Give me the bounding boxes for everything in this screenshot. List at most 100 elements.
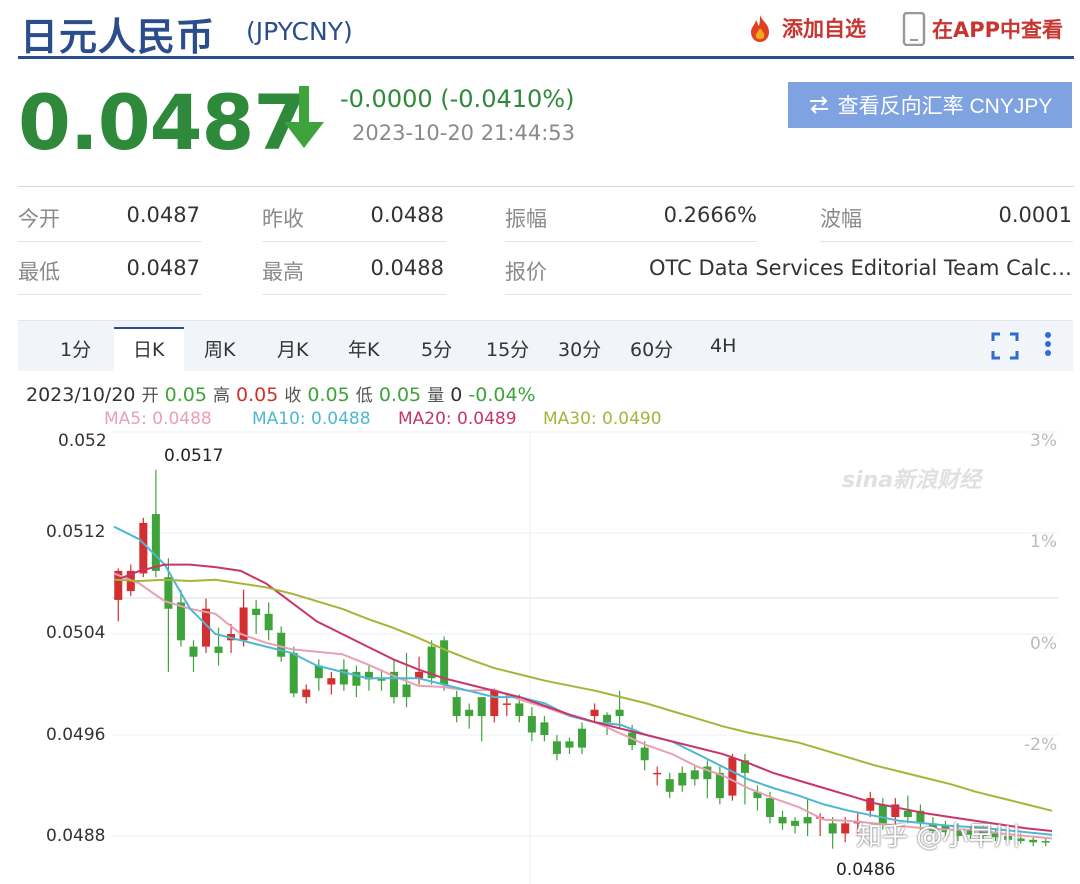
candle xyxy=(577,722,587,754)
tab-5min[interactable]: 5分 xyxy=(421,339,453,361)
candle xyxy=(239,589,248,647)
candle xyxy=(991,828,1000,842)
stat-value-open: 0.0487 xyxy=(126,203,200,227)
tab-weekly[interactable]: 周K xyxy=(204,339,236,361)
candle xyxy=(715,766,724,805)
candle xyxy=(465,703,474,729)
stat-value-prev-close: 0.0488 xyxy=(370,203,444,227)
candle xyxy=(377,669,386,691)
info-close-value: 0.05 xyxy=(307,384,350,406)
candle xyxy=(778,810,787,830)
pct-tick-label: 3% xyxy=(1030,431,1057,451)
open-app-button[interactable]: 在APP中查看 xyxy=(902,12,1063,46)
current-price: 0.0487 xyxy=(18,78,306,167)
stat-divider xyxy=(262,294,446,295)
stat-value-range: 0.0001 xyxy=(998,203,1072,227)
ma30-line xyxy=(113,578,1053,812)
fullscreen-icon[interactable] xyxy=(990,331,1020,361)
info-volume-value: 0 xyxy=(450,384,463,406)
info-open-key: 开 xyxy=(141,386,159,406)
stat-value-low: 0.0487 xyxy=(126,256,200,280)
reverse-rate-button[interactable]: 查看反向汇率 CNYJPY xyxy=(788,82,1072,128)
pct-tick-label: 0% xyxy=(1030,634,1057,654)
candle xyxy=(690,766,699,786)
candle xyxy=(866,791,875,818)
candle xyxy=(277,626,286,662)
fire-icon xyxy=(751,15,769,42)
stat-divider xyxy=(18,241,202,242)
sina-watermark: sina新浪财经 xyxy=(842,468,982,493)
tab-15min[interactable]: 15分 xyxy=(486,339,530,361)
candle xyxy=(477,697,486,742)
high-marker-label: 0.0517 xyxy=(164,446,224,466)
y-tick-label: 0.0504 xyxy=(46,623,106,643)
tab-monthly[interactable]: 月K xyxy=(277,339,309,361)
ma30-label: MA30: 0.0490 xyxy=(543,409,662,429)
candle xyxy=(653,766,662,786)
candle xyxy=(502,694,511,717)
zhihu-watermark: 知乎 @小早川 xyxy=(856,822,1021,852)
candle xyxy=(164,558,173,672)
candle xyxy=(565,737,574,754)
tab-4h[interactable]: 4H xyxy=(710,335,737,357)
candle xyxy=(114,568,123,622)
stat-divider xyxy=(820,241,1073,242)
add-watchlist-button[interactable]: 添加自选 xyxy=(744,12,866,44)
swap-icon xyxy=(809,96,828,114)
candle-info: 2023/10/20 开 0.05 高 0.05 收 0.05 低 0.05 量… xyxy=(26,381,536,406)
candle xyxy=(427,640,436,685)
candle xyxy=(302,684,311,704)
candle xyxy=(452,690,461,723)
stat-divider xyxy=(505,241,757,242)
phone-icon xyxy=(902,12,926,46)
info-volume-key: 量 xyxy=(427,386,445,406)
candle xyxy=(665,772,674,799)
tab-1min[interactable]: 1分 xyxy=(60,339,92,361)
stat-divider xyxy=(18,294,202,295)
stat-label-amplitude: 振幅 xyxy=(505,207,547,231)
tab-60min[interactable]: 60分 xyxy=(630,339,674,361)
candle xyxy=(189,640,198,672)
active-tab-indicator xyxy=(114,327,184,373)
candle xyxy=(803,798,812,836)
header-divider xyxy=(18,56,1074,59)
stat-divider xyxy=(262,241,446,242)
candle xyxy=(490,688,499,723)
quote-timestamp: 2023-10-20 21:44:53 xyxy=(352,121,576,145)
candle xyxy=(828,817,837,849)
candle xyxy=(151,469,160,578)
candle xyxy=(389,659,399,704)
candle xyxy=(440,636,449,691)
stat-label-high: 最高 xyxy=(262,260,304,284)
pair-code: (JPYCNY) xyxy=(246,17,353,46)
add-watchlist-label: 添加自选 xyxy=(782,17,866,41)
candle xyxy=(339,659,348,691)
stat-label-prev-close: 昨收 xyxy=(262,207,304,231)
period-tabs: 1分 日K 周K 月K 年K 5分 15分 30分 60分 4H xyxy=(18,320,1073,373)
candle xyxy=(590,703,599,723)
tab-yearly[interactable]: 年K xyxy=(348,339,380,361)
ma5-label: MA5: 0.0488 xyxy=(104,409,212,429)
candle xyxy=(966,825,975,842)
candle xyxy=(916,804,925,830)
candle xyxy=(1004,830,1013,843)
tab-daily[interactable]: 日K xyxy=(133,339,165,361)
candle xyxy=(552,735,561,761)
tab-30min[interactable]: 30分 xyxy=(558,339,602,361)
stat-divider xyxy=(505,294,1072,295)
stat-label-range: 波幅 xyxy=(820,207,862,231)
stat-label-quote-source: 报价 xyxy=(505,260,547,284)
page-title: 日元人民币 xyxy=(20,15,216,59)
stats-divider xyxy=(18,186,1074,187)
candle xyxy=(327,671,336,695)
stat-value-amplitude: 0.2666% xyxy=(663,203,757,227)
more-menu-icon[interactable] xyxy=(1040,329,1056,361)
candle xyxy=(527,707,536,742)
stat-label-open: 今开 xyxy=(18,207,60,231)
info-high-key: 高 xyxy=(212,386,230,406)
candle xyxy=(728,753,737,801)
candle xyxy=(891,798,900,826)
stat-label-low: 最低 xyxy=(18,260,60,284)
low-marker-label: 0.0486 xyxy=(836,860,896,880)
